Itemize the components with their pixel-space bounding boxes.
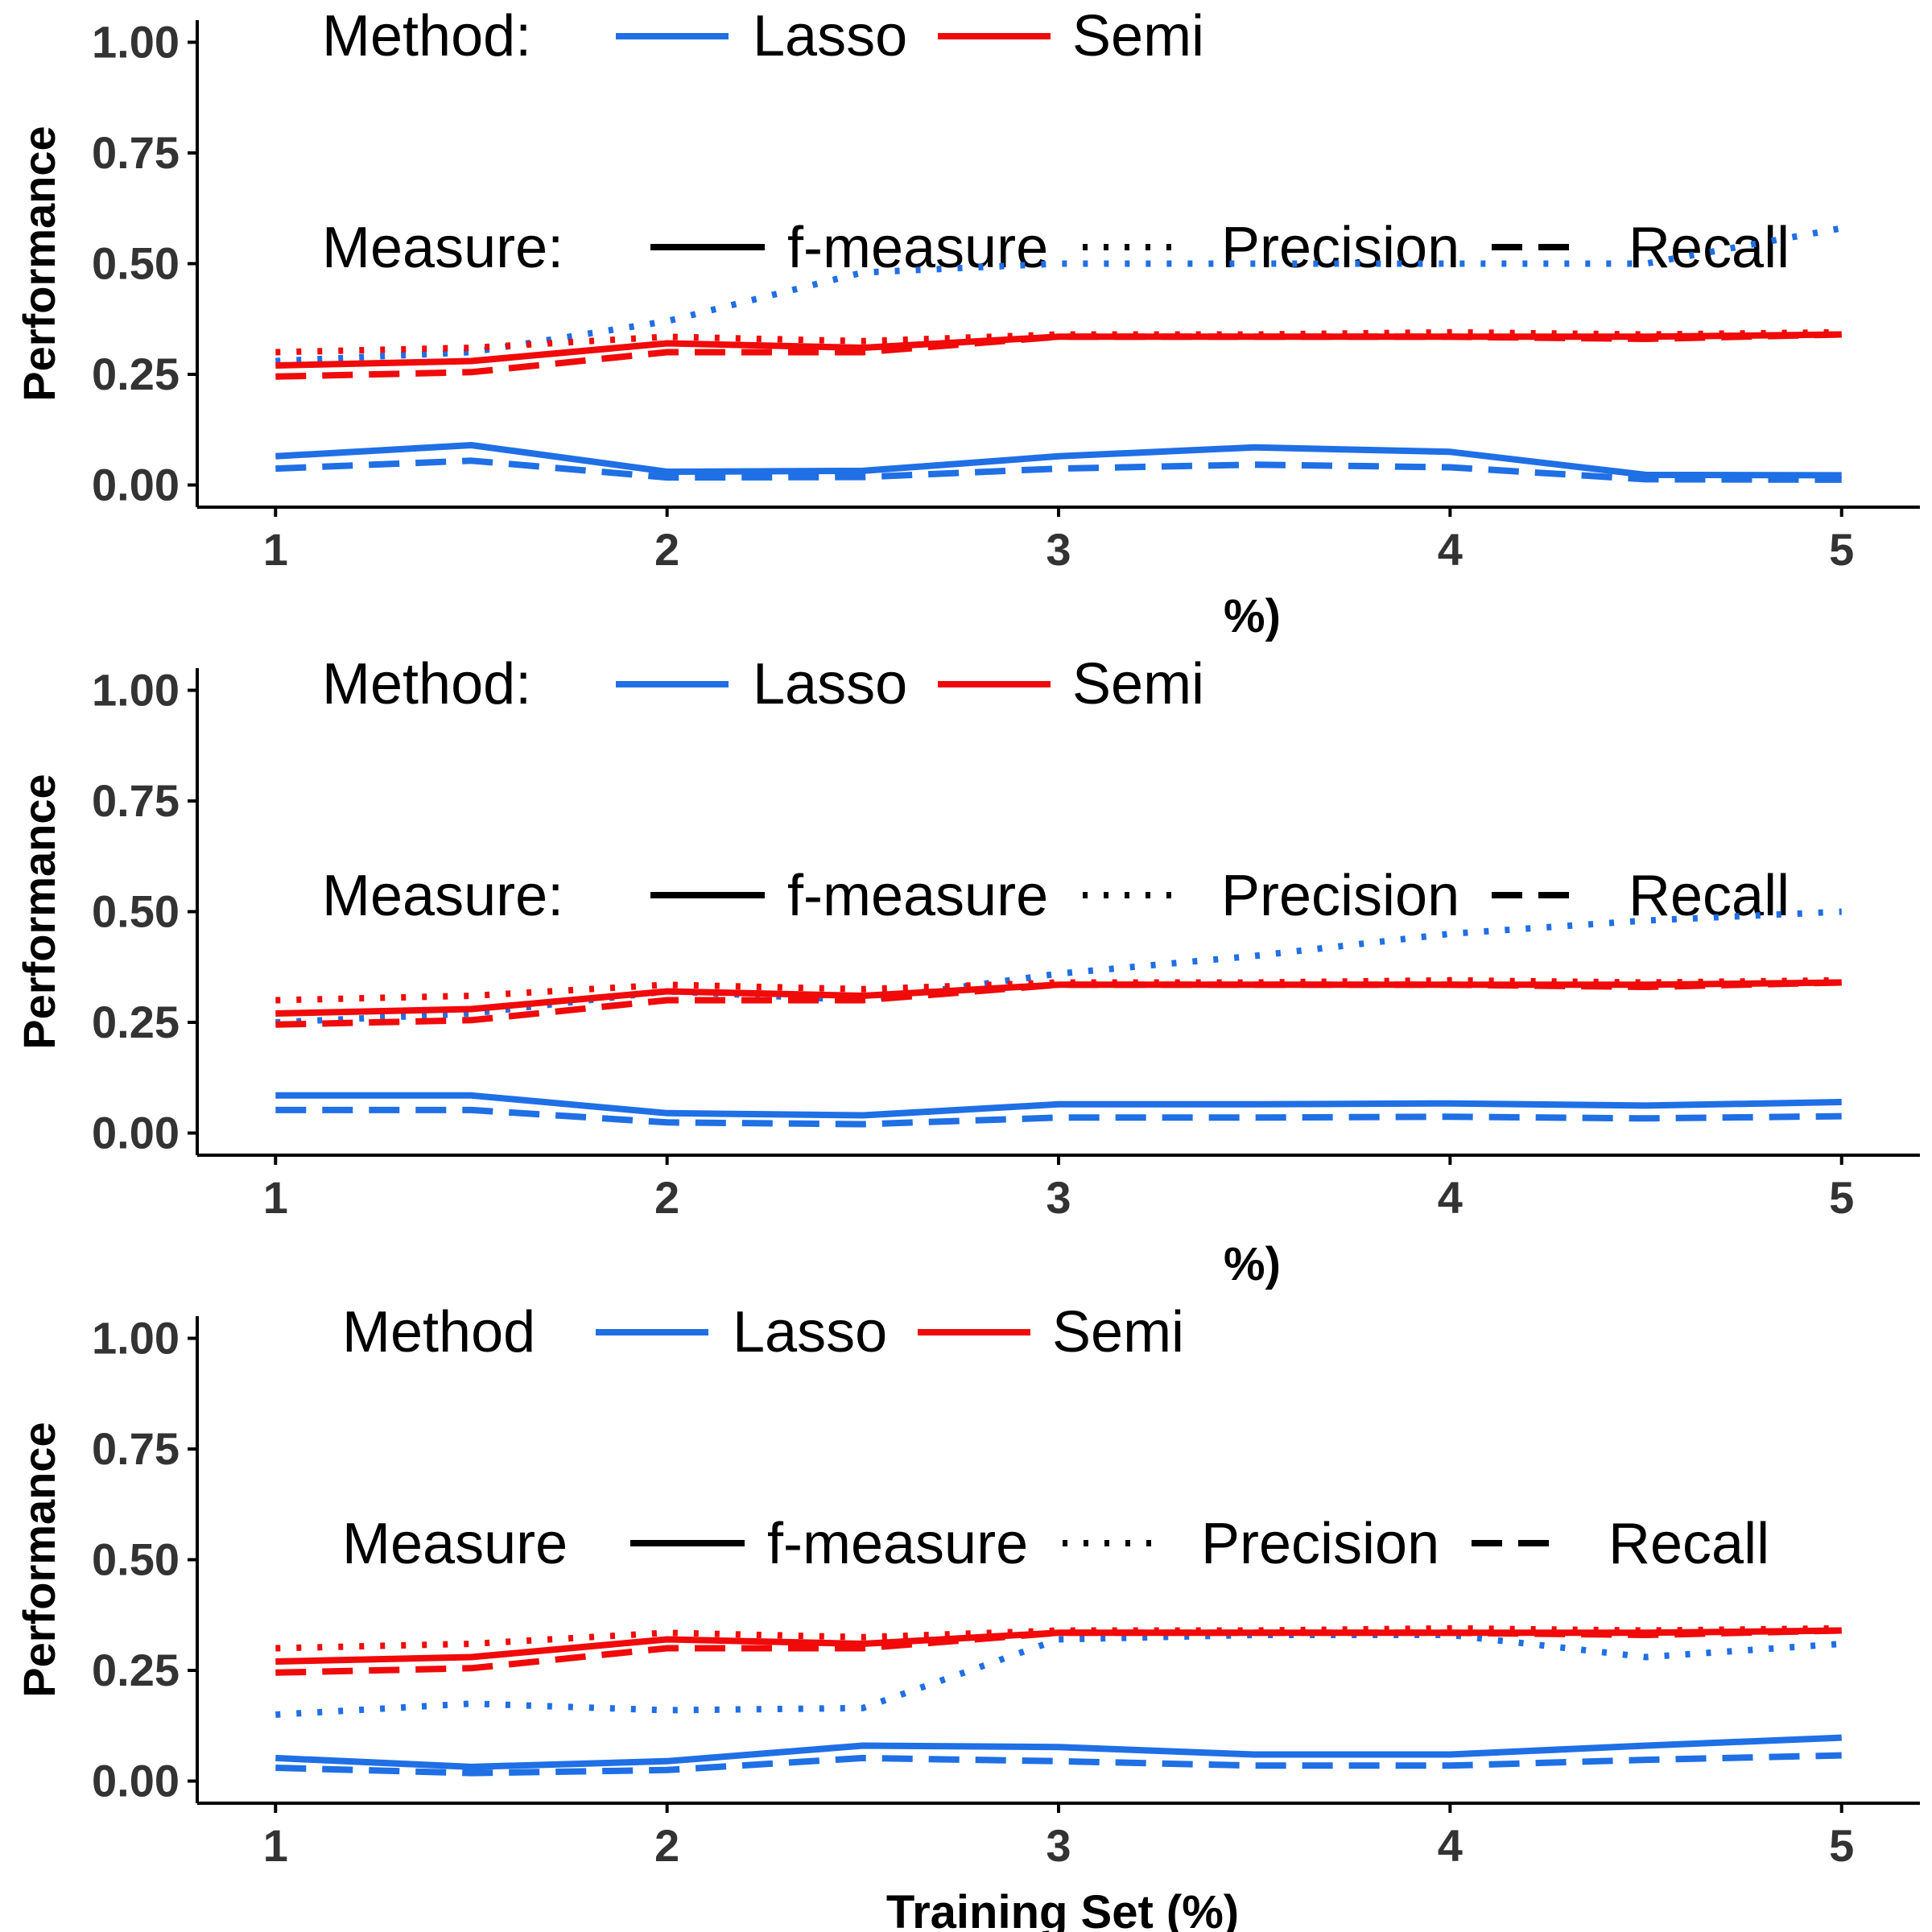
legend-label-f-measure: f-measure [787, 864, 1048, 928]
chart-panel-3: Method Lasso Semi Measure f-measure Precision… [14, 1300, 1920, 1932]
series-semi-recall [275, 331, 1842, 380]
y-tick-label: 0.00 [92, 1108, 180, 1158]
x-tick-label: 4 [1438, 524, 1463, 575]
x-tick-label: 2 [654, 524, 679, 575]
y-axis-title: Performance [14, 1422, 64, 1697]
y-tick-label: 0.50 [92, 1534, 180, 1585]
y-tick-label: 0.00 [92, 1756, 180, 1806]
y-tick-label: 0.25 [92, 349, 180, 399]
x-tick-label: 3 [1046, 524, 1071, 575]
legend-method-title: Method: [322, 652, 531, 716]
series-semi-recall [275, 1627, 1842, 1676]
y-tick-label: 0.00 [92, 460, 180, 510]
x-tick-label: 5 [1829, 1820, 1854, 1871]
legend-measure-title: Measure: [322, 216, 564, 280]
x-tick-label: 5 [1829, 1172, 1854, 1223]
legend: Method: Lasso Semi Measure: f-measure Precisi… [322, 652, 1790, 928]
series-lasso-recall [275, 1752, 1842, 1777]
y-tick-label: 0.50 [92, 886, 180, 937]
series-lasso-recall [275, 457, 1842, 483]
chart-panel-2: Method: Lasso Semi Measure: f-measure Precisi… [14, 652, 1920, 1290]
legend-label-lasso: Lasso [753, 652, 907, 716]
x-axis-title: Training Set (%) [886, 1886, 1239, 1932]
legend-method-title: Method: [322, 4, 531, 68]
y-tick-label: 0.75 [92, 127, 180, 178]
y-tick-label: 0.25 [92, 997, 180, 1047]
legend-measure-title: Measure [342, 1512, 568, 1576]
x-tick-label: 1 [263, 1172, 288, 1223]
legend-label-semi: Semi [1072, 4, 1204, 68]
series-lasso-f-measure [275, 1734, 1842, 1770]
x-tick-label: 3 [1046, 1820, 1071, 1871]
series-semi-f-measure [275, 331, 1842, 369]
series-semi-recall [275, 979, 1842, 1028]
x-axis-title: %) [1224, 590, 1281, 642]
legend-label-precision: Precision [1221, 216, 1459, 280]
y-tick-label: 0.75 [92, 775, 180, 826]
legend-label-recall: Recall [1629, 216, 1790, 280]
x-tick-label: 4 [1438, 1172, 1463, 1223]
legend-label-lasso: Lasso [753, 4, 907, 68]
series-lasso-precision [275, 1632, 1842, 1718]
series-lasso-recall [275, 1106, 1842, 1128]
legend-label-recall: Recall [1608, 1512, 1769, 1576]
legend-method-title: Method [342, 1300, 535, 1364]
y-tick-label: 1.00 [92, 665, 180, 716]
legend-measure-title: Measure: [322, 864, 564, 928]
y-tick-label: 0.50 [92, 238, 180, 289]
series-semi-f-measure [275, 1627, 1842, 1665]
y-axis-title: Performance [14, 126, 64, 401]
legend-label-lasso: Lasso [733, 1300, 887, 1364]
legend-label-semi: Semi [1072, 652, 1204, 716]
y-tick-label: 0.75 [92, 1423, 180, 1474]
legend-label-f-measure: f-measure [767, 1512, 1028, 1576]
series-lasso-f-measure [275, 1092, 1842, 1119]
x-axis-title: %) [1224, 1238, 1281, 1290]
legend-label-semi: Semi [1052, 1300, 1184, 1364]
x-tick-label: 1 [263, 1820, 288, 1871]
x-tick-label: 2 [654, 1820, 679, 1871]
x-tick-label: 5 [1829, 524, 1854, 575]
legend: Method Lasso Semi Measure f-measure Precision… [342, 1300, 1769, 1576]
x-tick-label: 4 [1438, 1820, 1463, 1871]
y-axis-title: Performance [14, 774, 64, 1049]
y-tick-label: 0.25 [92, 1645, 180, 1695]
x-tick-label: 3 [1046, 1172, 1071, 1223]
x-tick-label: 1 [263, 524, 288, 575]
legend-label-precision: Precision [1201, 1512, 1439, 1576]
legend-label-precision: Precision [1221, 864, 1459, 928]
y-tick-label: 1.00 [92, 1313, 180, 1364]
y-tick-label: 1.00 [92, 17, 180, 68]
x-tick-label: 2 [654, 1172, 679, 1223]
series-semi-f-measure [275, 979, 1842, 1017]
series-lasso-f-measure [275, 442, 1842, 479]
